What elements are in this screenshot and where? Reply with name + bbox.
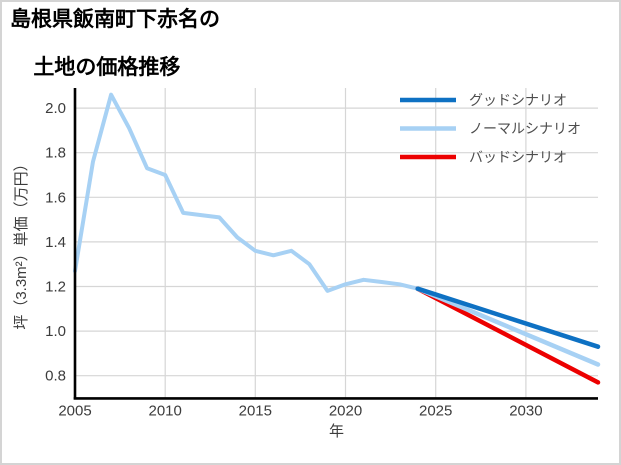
x-tick-label: 2030: [509, 403, 542, 420]
chart-title: 島根県飯南町下赤名の 土地の価格推移: [10, 8, 220, 104]
y-tick-label: 1.8: [45, 145, 66, 162]
axis-spines: [73, 88, 598, 400]
grid-layer: 0.8 1.0 1.2 1.4 1.6 1.8 2.0 2005 2010 2015 2020 202…: [45, 88, 598, 420]
series-normal-line: [415, 286, 601, 367]
x-tick-label: 2025: [419, 403, 452, 420]
legend-label-normal: ノーマルシナリオ: [469, 121, 581, 137]
x-tick-label: 2010: [149, 403, 182, 420]
y-tick-label: 1.4: [45, 234, 66, 251]
chart-title-line1: 島根県飯南町下赤名の: [10, 8, 220, 31]
series-layer: [73, 92, 601, 385]
y-tick-label: 1.2: [45, 279, 66, 296]
legend-item-bad: バッドシナリオ: [400, 149, 567, 165]
series-bad-line: [415, 286, 601, 385]
x-tick-label: 2020: [329, 403, 362, 420]
chart-title-line2: 土地の価格推移: [33, 56, 181, 79]
legend-label-good: グッドシナリオ: [469, 92, 567, 108]
x-tick-label: 2015: [239, 403, 272, 420]
legend-label-bad: バッドシナリオ: [469, 149, 567, 165]
y-tick-label: 1.0: [45, 323, 66, 340]
y-tick-label: 1.6: [45, 189, 66, 206]
x-tick-label: 2005: [58, 403, 91, 420]
x-axis-label: 年: [329, 423, 344, 440]
series-good-line: [415, 286, 601, 349]
legend: グッドシナリオ ノーマルシナリオ バッドシナリオ: [400, 92, 581, 165]
y-axis-label: 坪（3.3m²）単価（万円）: [13, 156, 30, 329]
legend-item-good: グッドシナリオ: [400, 92, 567, 108]
y-tick-label: 2.0: [45, 100, 66, 117]
y-tick-label: 0.8: [45, 368, 66, 385]
series-historical-line: [73, 92, 420, 293]
legend-item-normal: ノーマルシナリオ: [400, 121, 581, 137]
